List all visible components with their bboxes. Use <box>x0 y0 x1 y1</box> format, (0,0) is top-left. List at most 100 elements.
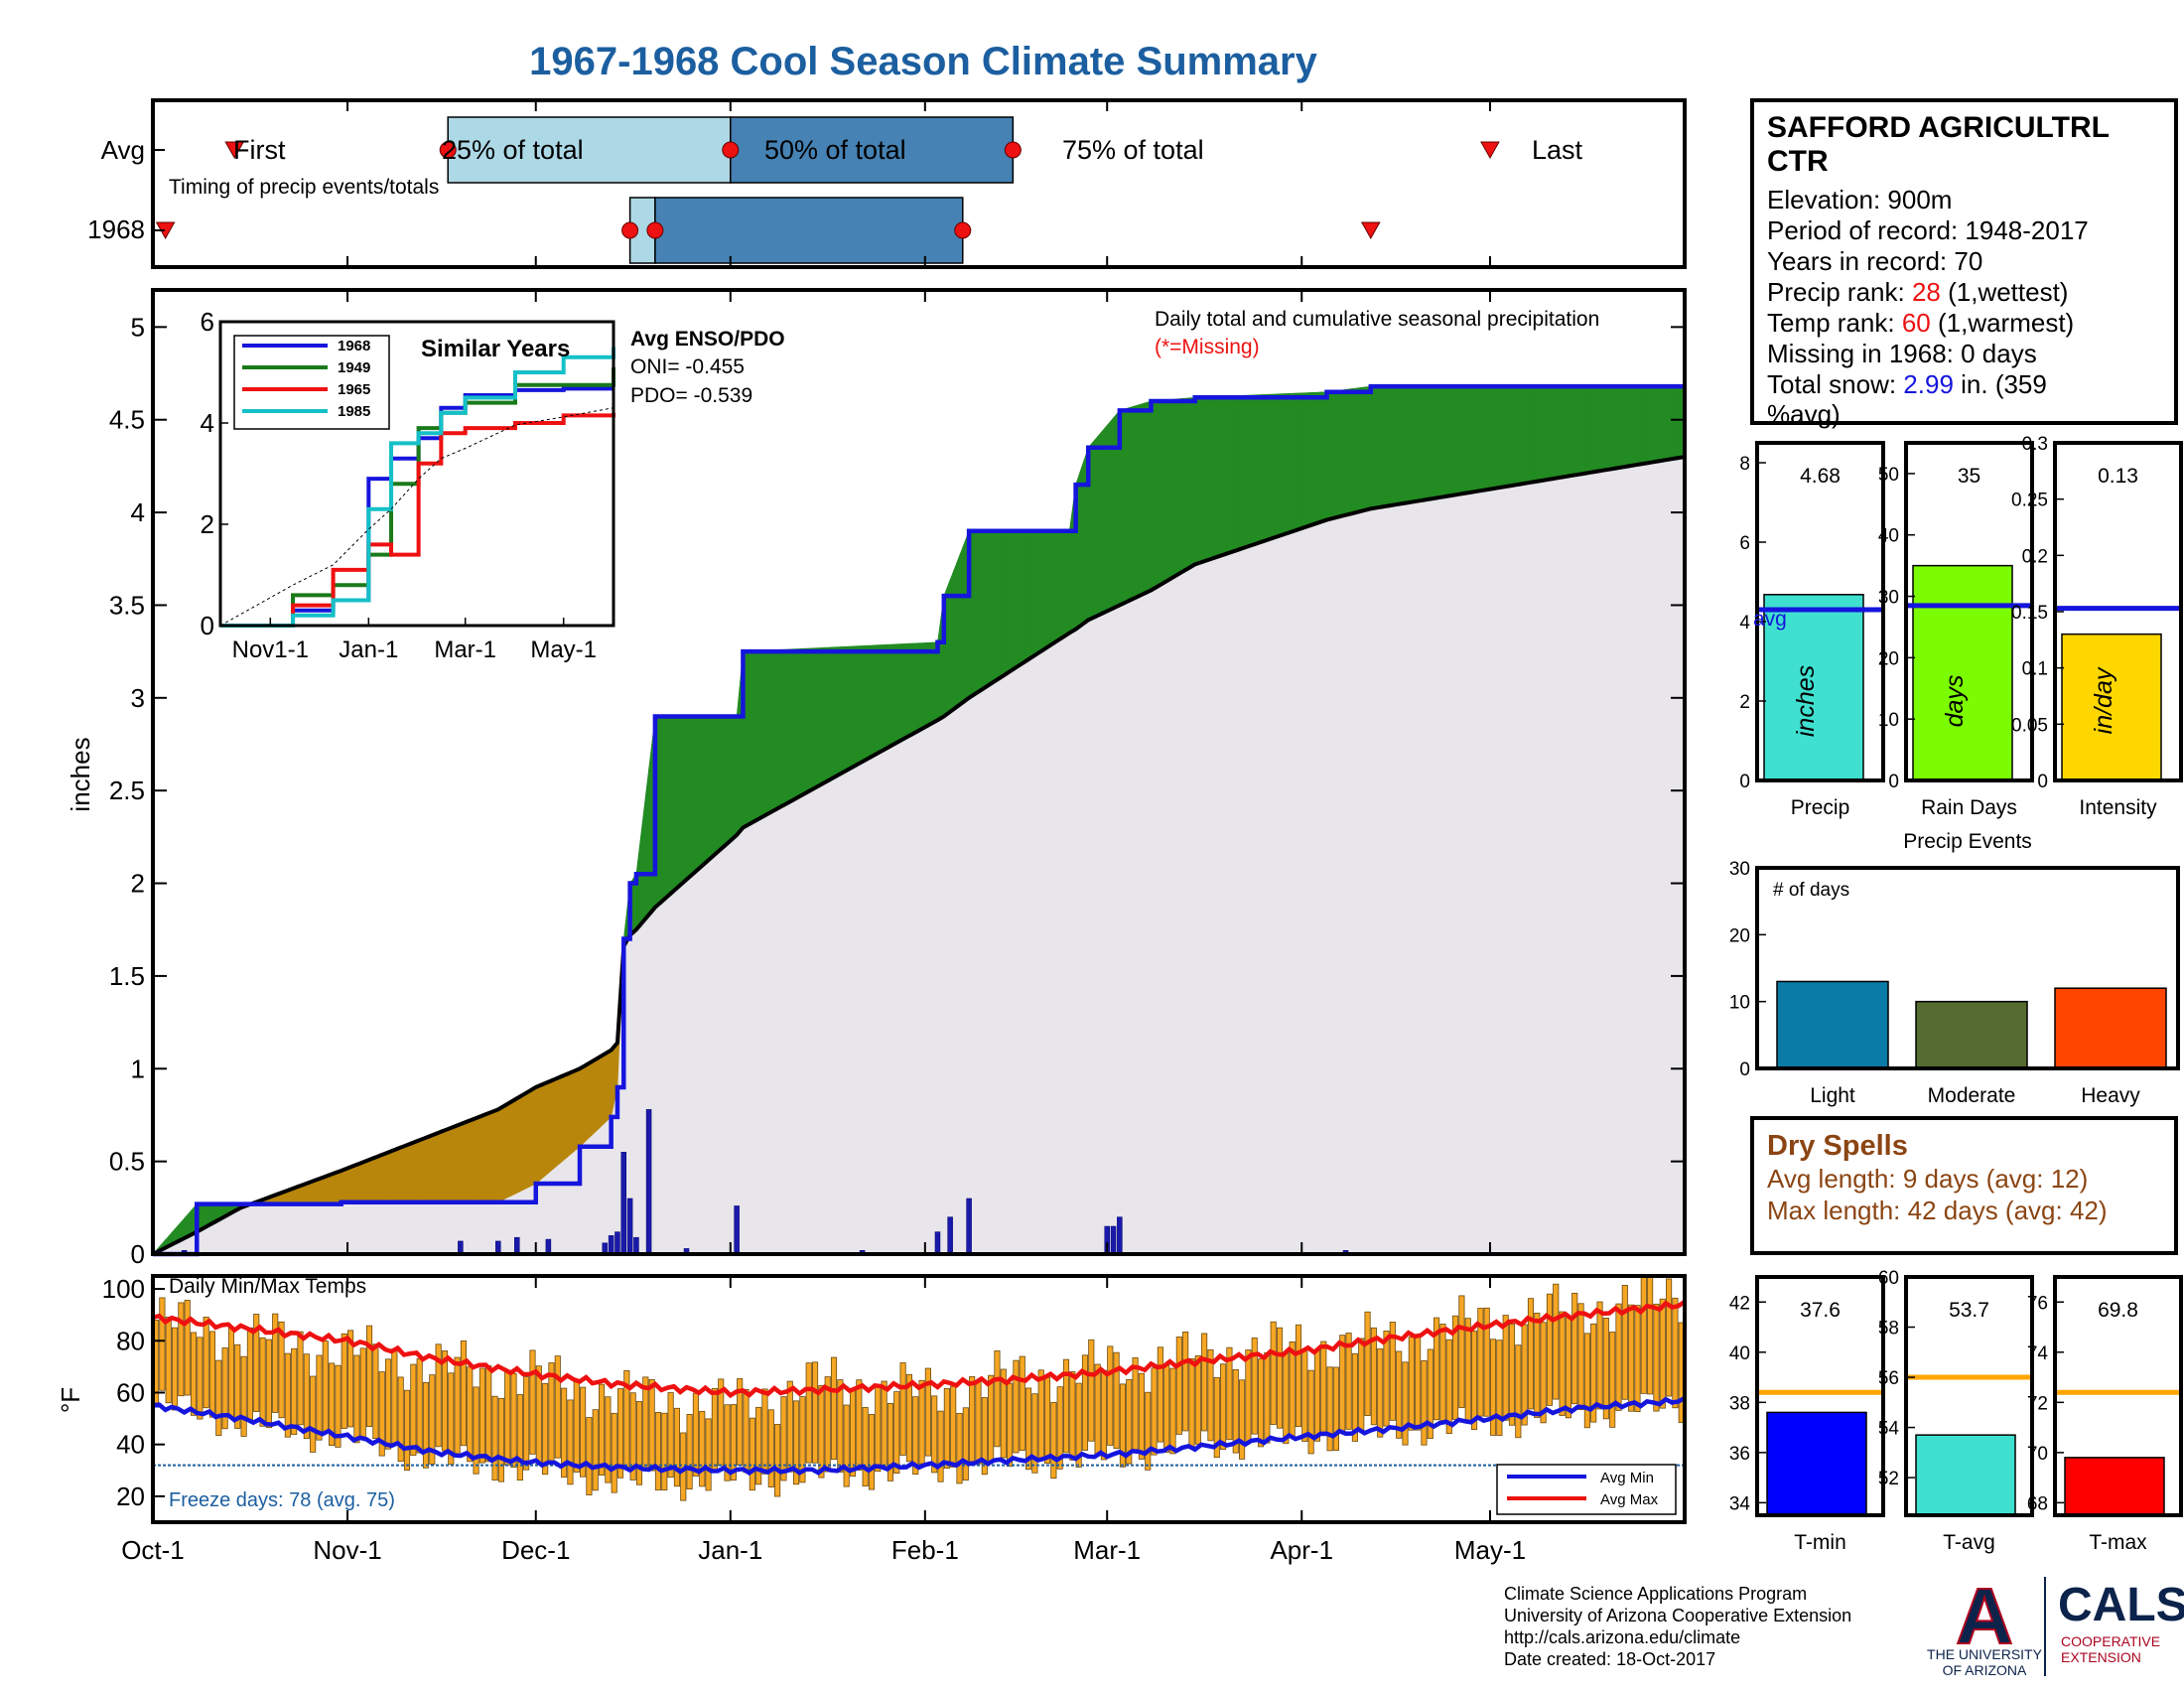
precip-y-axis: 0 0.5 1 1.5 2 2.5 3 3.5 4 4.5 5 <box>109 312 1685 1269</box>
anomaly-segment <box>918 642 926 732</box>
daily-temp-bar <box>1640 1274 1647 1394</box>
timing-label: Timing of precip events/totals <box>169 176 439 199</box>
anomaly-segment <box>1389 385 1397 506</box>
enso-title: Avg ENSO/PDO <box>630 328 785 351</box>
daily-temp-bar <box>573 1378 580 1473</box>
daily-temp-bar <box>1489 1339 1497 1436</box>
daily-temp-bar <box>962 1407 969 1481</box>
legend-label-1985: 1985 <box>338 403 370 420</box>
anomaly-segment <box>529 1086 537 1188</box>
anomaly-segment <box>473 1116 480 1203</box>
daily-temp-bar <box>661 1412 668 1490</box>
daily-temp-bar <box>215 1359 222 1436</box>
daily-temp-bar <box>1427 1348 1433 1440</box>
anomaly-segment <box>435 1131 443 1203</box>
dry-spells-panel: Dry Spells Avg length: 9 days (avg: 12) … <box>1750 1116 2178 1255</box>
anomaly-segment <box>503 1101 511 1200</box>
temp-y-label: °F <box>56 1387 85 1413</box>
daily-temp-bar <box>341 1333 347 1430</box>
daily-temp-bar <box>937 1410 944 1482</box>
timing-75-label: 75% of total <box>1062 135 1204 165</box>
anomaly-segment <box>773 649 781 811</box>
station-years: Years in record: 70 <box>1767 246 1982 276</box>
anomaly-segment <box>749 650 756 825</box>
precip-events-bar <box>1776 980 1889 1069</box>
rain_days-y-tick-label: 30 <box>1878 588 1899 609</box>
daily-temp-bar <box>705 1418 712 1491</box>
precip_total-y-tick-label: 2 <box>1739 692 1750 713</box>
precip-events-bar <box>2054 987 2167 1069</box>
legend-avg-max: Avg Max <box>1600 1491 1659 1508</box>
anomaly-segment <box>522 1090 530 1191</box>
timing-first-label: First <box>233 135 286 165</box>
similar-line-avg <box>219 407 614 627</box>
anomaly-segment <box>1151 400 1159 592</box>
footer-line2: University of Arizona Cooperative Extens… <box>1504 1606 1851 1625</box>
inset-y-tick-label: 0 <box>201 611 214 640</box>
daily-temp-bar <box>824 1376 831 1473</box>
daily-temp-bar <box>378 1371 385 1457</box>
anomaly-segment <box>1395 385 1403 505</box>
month-label: Feb-1 <box>891 1535 959 1565</box>
daily-temp-bar <box>1527 1298 1535 1410</box>
intensity-y-tick-label: 0.1 <box>2022 659 2048 680</box>
anomaly-segment <box>1200 396 1208 563</box>
daily-temp-bar <box>1226 1346 1233 1441</box>
anomaly-segment <box>1138 402 1146 597</box>
daily-temp-bar <box>805 1362 812 1464</box>
daily-temp-bar <box>1289 1341 1296 1438</box>
anomaly-segment <box>792 648 800 801</box>
daily-temp-bar <box>1000 1368 1007 1459</box>
avg-quartile-marker-1 <box>439 141 457 159</box>
legend-label-1965: 1965 <box>338 381 370 398</box>
daily-temp-bar <box>774 1424 781 1497</box>
daily-temp-bar <box>478 1367 485 1464</box>
anomaly-segment <box>554 1075 562 1169</box>
daily-temp-bar <box>1313 1349 1321 1442</box>
daily-temp-bar <box>190 1332 198 1416</box>
anomaly-segment <box>698 716 706 870</box>
daily-temp-bar <box>504 1369 511 1466</box>
daily-temp-bar <box>1559 1311 1566 1416</box>
anomaly-segment <box>1596 385 1604 473</box>
anomaly-segment <box>1264 393 1271 542</box>
tmax-bar <box>2064 1457 2165 1516</box>
anomaly-segment <box>1408 385 1416 503</box>
avg-cumulative-line <box>152 455 1686 1256</box>
month-label: Nov-1 <box>313 1535 381 1565</box>
daily-temp-bar <box>1553 1283 1560 1400</box>
station-temp-rank: Temp rank: 60 (1,warmest) <box>1767 308 2074 338</box>
daily-temp-bar <box>240 1355 247 1437</box>
anomaly-segment <box>516 1093 524 1194</box>
inset-x-tick-label: Nov1-1 <box>232 636 309 663</box>
daily-precip-bar <box>966 1198 972 1255</box>
anomaly-segment <box>1634 385 1642 466</box>
temp-y-tick-label: 20 <box>116 1481 145 1511</box>
daily-temp-bar <box>178 1302 185 1397</box>
anomaly-segment <box>391 1148 398 1203</box>
anomaly-segment <box>491 1108 499 1203</box>
anomaly-segment <box>660 716 668 903</box>
anomaly-segment <box>1319 391 1327 523</box>
daily-temp-bar <box>755 1406 762 1485</box>
anomaly-segment <box>1006 530 1014 674</box>
anomaly-segment <box>1094 431 1102 618</box>
tavg-y-tick-label: 58 <box>1878 1319 1899 1340</box>
daily-temp-bar <box>347 1330 354 1428</box>
anomaly-segment <box>1270 393 1278 540</box>
anomaly-segment <box>535 1083 543 1185</box>
anomaly-segment <box>754 649 762 822</box>
temp-legend: Avg Min Avg Max <box>1496 1464 1677 1515</box>
daily-temp-bar <box>605 1396 612 1483</box>
daily-temp-bar <box>1383 1331 1390 1427</box>
daily-temp-bar <box>1609 1332 1616 1428</box>
rain_days-caption: Rain Days <box>1921 796 2017 819</box>
daily-temp-bar <box>843 1404 850 1487</box>
dry-spells-title: Dry Spells <box>1767 1130 1908 1162</box>
anomaly-segment <box>868 644 876 760</box>
rain_days-y-tick-label: 40 <box>1878 526 1899 547</box>
anomaly-segment <box>1451 385 1459 496</box>
daily-temp-bar <box>1540 1322 1547 1424</box>
timing-row-avg-label: Avg <box>101 135 145 165</box>
